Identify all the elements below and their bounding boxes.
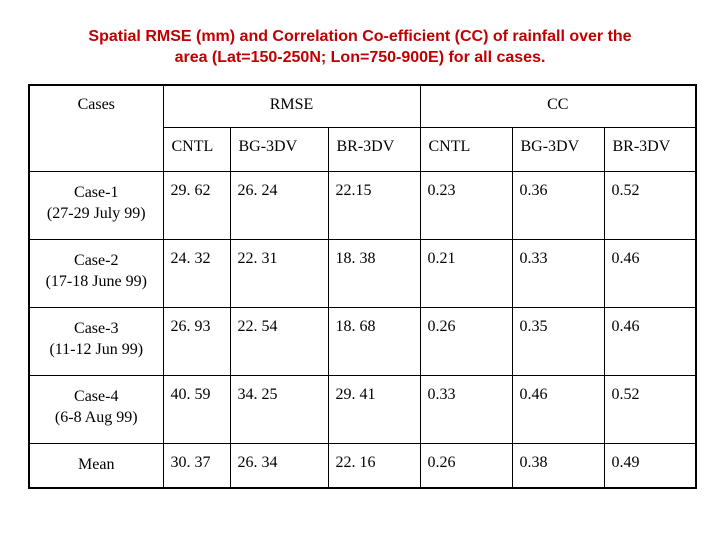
value-cell: 0.38: [511, 442, 605, 489]
subheader-cell: CNTL: [419, 126, 513, 172]
table-row: Case-3 (11-12 Jun 99) 26. 93 22. 54 18. 6…: [28, 306, 697, 376]
subheader-cell: BR-3DV: [603, 126, 697, 172]
subheader-cell: CNTL: [162, 126, 231, 172]
value-cell: 0.52: [603, 170, 697, 240]
case-label: Mean: [78, 455, 115, 473]
case-cell: Mean: [28, 442, 164, 489]
value-cell: 18. 38: [327, 238, 421, 308]
value-cell: 0.52: [603, 374, 697, 444]
value-cell: 22. 16: [327, 442, 421, 489]
value-cell: 0.26: [419, 306, 513, 376]
value-cell: 0.46: [603, 306, 697, 376]
table-row: Case-2 (17-18 June 99) 24. 32 22. 31 18. …: [28, 238, 697, 308]
header-rmse: RMSE: [162, 84, 421, 128]
value-cell: 22. 54: [229, 306, 329, 376]
table-row: Case-4 (6-8 Aug 99) 40. 59 34. 25 29. 41 …: [28, 374, 697, 444]
value-cell: 0.46: [511, 374, 605, 444]
case-label: Case-4: [74, 387, 119, 405]
subheader-cell: BR-3DV: [327, 126, 421, 172]
case-period: (6-8 Aug 99): [54, 408, 138, 426]
table-row-mean: Mean 30. 37 26. 34 22. 16 0.26 0.38 0.49: [28, 442, 697, 489]
case-cell: Case-1 (27-29 July 99): [28, 170, 164, 240]
subheader-row: CNTL BG-3DV BR-3DV CNTL BG-3DV BR-3DV: [29, 126, 697, 172]
case-period: (27-29 July 99): [46, 204, 146, 222]
value-cell: 40. 59: [162, 374, 231, 444]
case-cell: Case-4 (6-8 Aug 99): [28, 374, 164, 444]
value-cell: 0.49: [603, 442, 697, 489]
header-row: Cases RMSE CC: [28, 84, 697, 172]
subheader-cell: BG-3DV: [511, 126, 605, 172]
case-label: Case-2: [74, 251, 119, 269]
page-title: Spatial RMSE (mm) and Correlation Co-eff…: [0, 26, 720, 68]
case-label: Case-1: [74, 183, 119, 201]
table-row: Case-1 (27-29 July 99) 29. 62 26. 24 22.1…: [28, 170, 697, 240]
value-cell: 0.33: [419, 374, 513, 444]
value-cell: 24. 32: [162, 238, 231, 308]
header-cases: Cases: [28, 84, 164, 172]
header-cc: CC: [419, 84, 697, 128]
value-cell: 0.21: [419, 238, 513, 308]
value-cell: 29. 41: [327, 374, 421, 444]
case-cell: Case-2 (17-18 June 99): [28, 238, 164, 308]
value-cell: 0.35: [511, 306, 605, 376]
value-cell: 0.23: [419, 170, 513, 240]
value-cell: 18. 68: [327, 306, 421, 376]
value-cell: 26. 24: [229, 170, 329, 240]
value-cell: 26. 34: [229, 442, 329, 489]
case-cell: Case-3 (11-12 Jun 99): [28, 306, 164, 376]
value-cell: 26. 93: [162, 306, 231, 376]
value-cell: 0.33: [511, 238, 605, 308]
value-cell: 0.36: [511, 170, 605, 240]
results-table: Cases RMSE CC CNTL BG-3DV BR-3DV CNTL BG…: [28, 84, 698, 489]
case-period: (17-18 June 99): [45, 272, 147, 290]
title-line-2: area (Lat=150-250N; Lon=750-900E) for al…: [174, 49, 546, 66]
case-label: Case-3: [74, 319, 119, 337]
value-cell: 0.46: [603, 238, 697, 308]
value-cell: 34. 25: [229, 374, 329, 444]
value-cell: 22. 31: [229, 238, 329, 308]
case-period: (11-12 Jun 99): [49, 340, 144, 358]
value-cell: 29. 62: [162, 170, 231, 240]
subheader-cell: BG-3DV: [229, 126, 329, 172]
value-cell: 30. 37: [162, 442, 231, 489]
value-cell: 22.15: [327, 170, 421, 240]
title-line-1: Spatial RMSE (mm) and Correlation Co-eff…: [88, 28, 632, 45]
value-cell: 0.26: [419, 442, 513, 489]
